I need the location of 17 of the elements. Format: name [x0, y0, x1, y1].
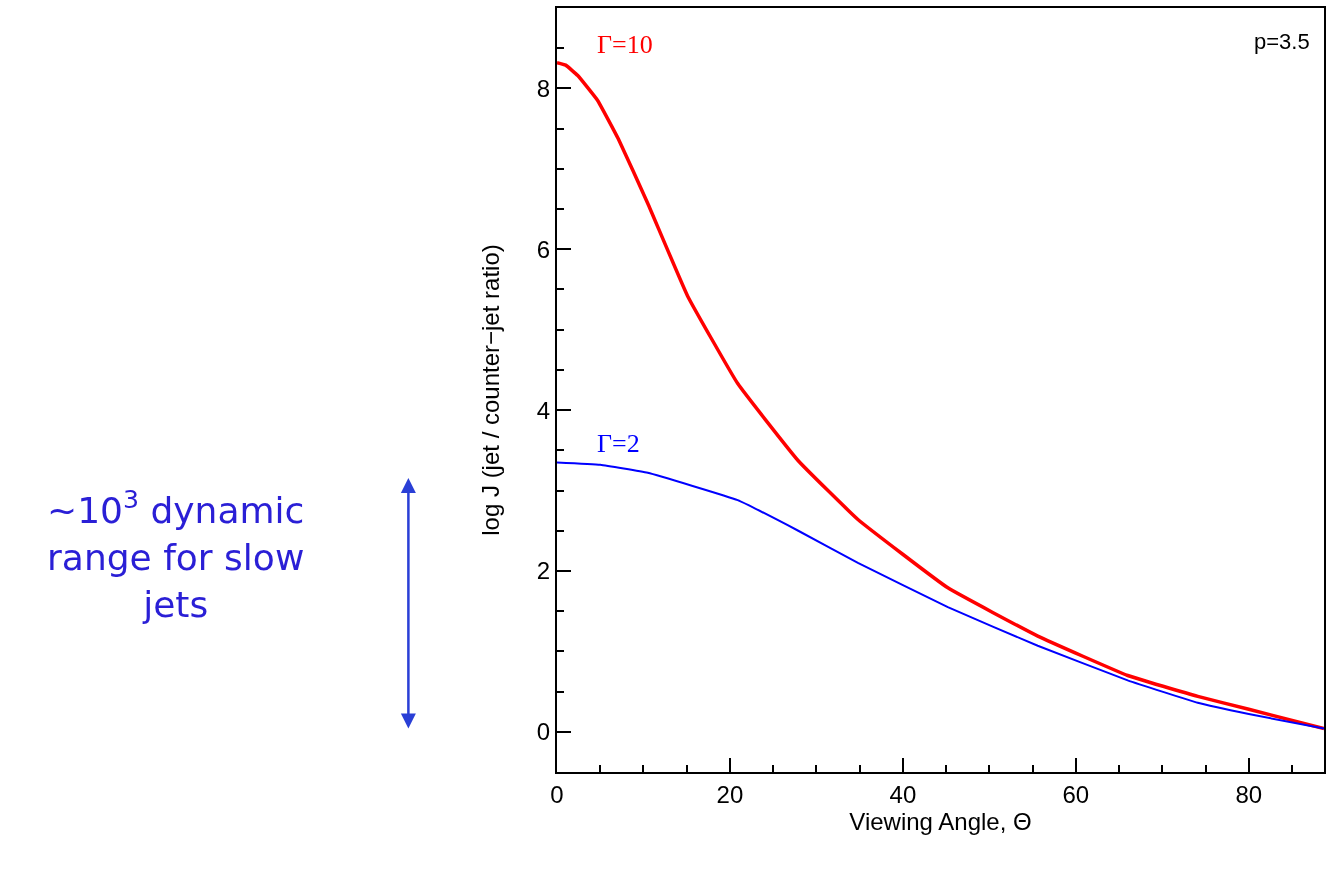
- series-label: Γ=10: [597, 30, 653, 59]
- annotation: p=3.5: [1254, 29, 1310, 54]
- x-tick-label: 80: [1235, 780, 1263, 808]
- x-tick-label: 60: [1062, 780, 1090, 808]
- line-series: [557, 461, 1324, 730]
- x-tick-label: 20: [716, 780, 744, 808]
- series-label: Γ=2: [597, 429, 640, 458]
- y-tick-label: 4: [536, 396, 551, 424]
- y-tick-label: 2: [536, 557, 551, 585]
- x-tick-label: 40: [889, 780, 917, 808]
- x-axis-title: Viewing Angle, Θ: [849, 807, 1032, 835]
- y-tick-label: 6: [536, 235, 551, 263]
- y-axis-title: log J (jet / counter−jet ratio): [477, 244, 505, 536]
- line-series: [557, 60, 1324, 731]
- y-tick-label: 8: [536, 74, 551, 102]
- text: ~10$^{3}$ dynamic range for slow jets: [47, 485, 305, 625]
- y-tick-label: 0: [536, 718, 551, 746]
